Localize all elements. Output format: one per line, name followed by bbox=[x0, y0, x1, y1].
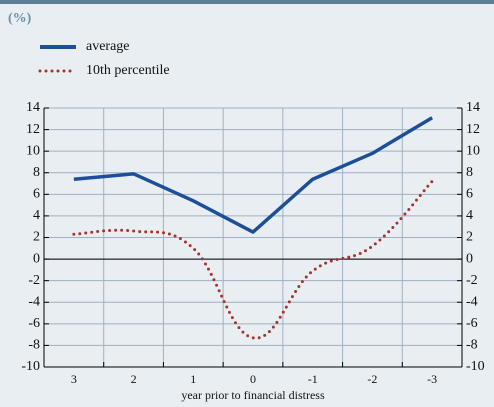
series-line bbox=[72, 179, 434, 340]
y-tick-label: 6 bbox=[33, 187, 40, 202]
y-tick-label: -6 bbox=[28, 316, 40, 331]
y-tick-label: 0 bbox=[33, 251, 40, 266]
y2-tick-label: 12 bbox=[466, 122, 480, 137]
series-line bbox=[73, 116, 434, 234]
y-tick-label: -10 bbox=[21, 359, 40, 374]
y-tick-label: 2 bbox=[33, 230, 40, 245]
y2-tick-label: -2 bbox=[466, 273, 478, 288]
y-tick-label: 10 bbox=[26, 143, 40, 158]
top-bar bbox=[0, 0, 494, 4]
x-tick-label: 3 bbox=[71, 372, 77, 386]
x-axis-title: year prior to financial distress bbox=[181, 388, 325, 402]
y2-tick-label: -4 bbox=[466, 294, 478, 309]
y2-tick-label: 8 bbox=[466, 165, 473, 180]
y2-tick-label: 6 bbox=[466, 187, 473, 202]
y2-tick-label: 14 bbox=[466, 100, 480, 115]
y-tick-label: -4 bbox=[28, 294, 40, 309]
y-tick-label: 14 bbox=[26, 100, 40, 115]
legend-label: average bbox=[86, 39, 130, 54]
y2-tick-label: 4 bbox=[466, 208, 473, 223]
y-tick-label: 12 bbox=[26, 122, 40, 137]
x-tick-label: 1 bbox=[190, 372, 196, 386]
x-tick-label: -1 bbox=[308, 372, 318, 386]
y2-tick-label: 10 bbox=[466, 143, 480, 158]
x-tick-label: -3 bbox=[427, 372, 437, 386]
y-tick-label: -2 bbox=[28, 273, 40, 288]
y-tick-label: 4 bbox=[33, 208, 40, 223]
y2-tick-label: -6 bbox=[466, 316, 478, 331]
x-tick-label: 0 bbox=[250, 372, 256, 386]
y2-tick-label: -10 bbox=[466, 359, 485, 374]
y-tick-label: 8 bbox=[33, 165, 40, 180]
legend-label: 10th percentile bbox=[86, 63, 170, 78]
y2-tick-label: -8 bbox=[466, 338, 478, 353]
unit-label: (%) bbox=[8, 11, 32, 26]
y2-tick-label: 0 bbox=[466, 251, 473, 266]
x-tick-label: 2 bbox=[131, 372, 137, 386]
x-tick-label: -2 bbox=[367, 372, 377, 386]
y-tick-label: -8 bbox=[28, 338, 40, 353]
y2-tick-label: 2 bbox=[466, 230, 473, 245]
